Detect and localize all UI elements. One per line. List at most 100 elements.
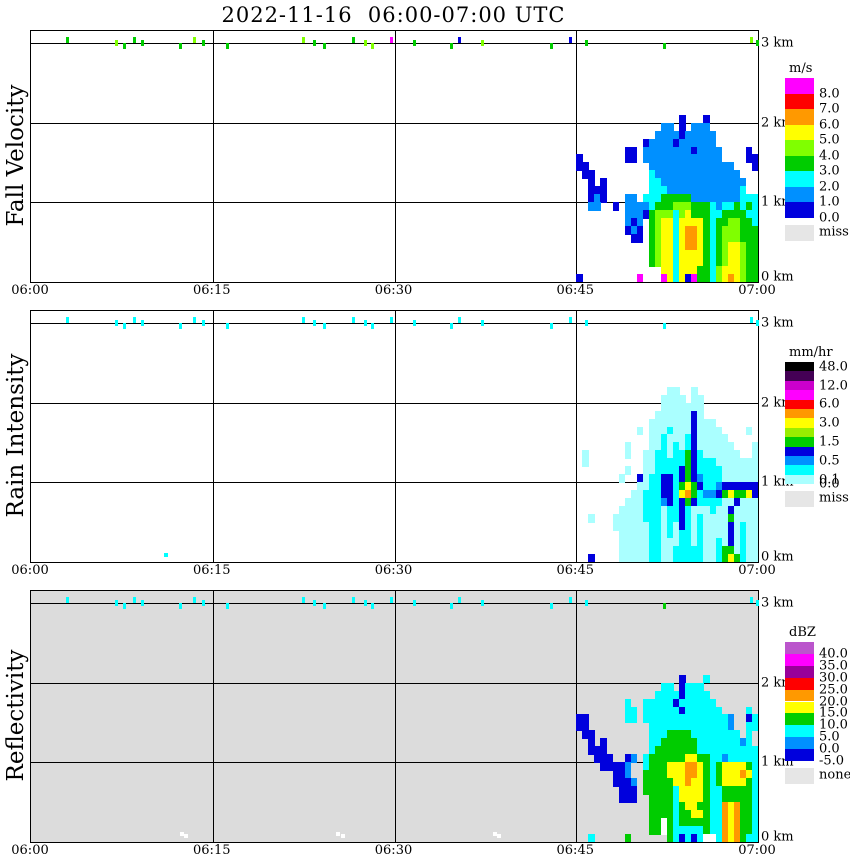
noise-tick bbox=[123, 322, 127, 329]
heatmap-cell bbox=[667, 154, 674, 163]
colorbar-value-label: 0.0 bbox=[819, 476, 840, 492]
heatmap-cell bbox=[624, 778, 632, 787]
heatmap-cell bbox=[679, 682, 686, 692]
heatmap-cell bbox=[667, 442, 674, 451]
heatmap-cell bbox=[739, 178, 747, 187]
heatmap-cell bbox=[715, 202, 723, 211]
heatmap-cell bbox=[709, 554, 717, 563]
gridline-vertical bbox=[212, 311, 214, 562]
heatmap-cell bbox=[661, 426, 668, 435]
panel-reflectivity: Reflectivity dBZ 06:00 06:15 06:30 06:45 07:… bbox=[0, 590, 850, 868]
heatmap-cell bbox=[715, 458, 723, 467]
noise-tick bbox=[201, 39, 205, 46]
heatmap-cell bbox=[661, 706, 668, 715]
heatmap-cell bbox=[685, 474, 692, 483]
heatmap-cell bbox=[642, 762, 650, 771]
heatmap-cell bbox=[648, 746, 656, 755]
heatmap-cell bbox=[673, 794, 680, 803]
colorbar-value-label: 5.0 bbox=[819, 729, 840, 745]
heatmap-cell bbox=[655, 554, 662, 563]
heatmap-cell bbox=[661, 522, 668, 531]
heatmap-cell bbox=[630, 194, 638, 203]
heatmap-cell bbox=[721, 714, 729, 723]
heatmap-cell bbox=[733, 226, 741, 235]
heatmap-cell bbox=[751, 530, 759, 539]
heatmap-cell bbox=[739, 458, 747, 467]
heatmap-cell bbox=[745, 266, 753, 275]
colorbar-cell bbox=[785, 362, 814, 372]
x-axis-tick-label: 06:45 bbox=[556, 563, 594, 578]
heatmap-cell bbox=[667, 810, 674, 819]
heatmap-cell bbox=[733, 194, 741, 203]
x-axis-tick-label: 06:15 bbox=[193, 843, 231, 858]
heatmap-cell bbox=[697, 722, 704, 731]
heatmap-cell bbox=[679, 154, 686, 163]
colorbar-cell bbox=[785, 749, 814, 761]
heatmap-cell bbox=[673, 154, 680, 163]
heatmap-cell bbox=[582, 458, 589, 467]
heatmap-cell bbox=[642, 458, 650, 467]
heatmap-cell bbox=[655, 138, 662, 147]
heatmap-cell bbox=[709, 546, 717, 555]
heatmap-cell bbox=[691, 778, 698, 787]
heatmap-cell bbox=[697, 402, 704, 412]
heatmap-cell bbox=[721, 194, 729, 203]
heatmap-cell bbox=[697, 538, 704, 547]
heatmap-cell bbox=[655, 714, 662, 723]
heatmap-cell bbox=[642, 138, 650, 147]
heatmap-cell bbox=[733, 210, 741, 219]
heatmap-cell bbox=[727, 770, 735, 779]
heatmap-cell bbox=[691, 466, 698, 475]
heatmap-cell bbox=[739, 210, 747, 219]
heatmap-cell bbox=[661, 730, 668, 739]
heatmap-cell bbox=[655, 258, 662, 267]
heatmap-cell bbox=[703, 186, 711, 195]
colorbar-value-label: 40.0 bbox=[819, 646, 848, 662]
heatmap-cell bbox=[739, 746, 747, 755]
heatmap-cell bbox=[624, 834, 632, 843]
colorbar-cell bbox=[785, 155, 814, 171]
heatmap-cell bbox=[751, 154, 759, 163]
heatmap-cell bbox=[721, 434, 729, 443]
heatmap-cell bbox=[673, 834, 680, 843]
heatmap-cell bbox=[697, 698, 704, 707]
heatmap-cell bbox=[721, 482, 729, 491]
heatmap-cell bbox=[727, 498, 735, 507]
colorbar-cell bbox=[785, 642, 814, 654]
heatmap-cell bbox=[685, 178, 692, 187]
heatmap-cell bbox=[691, 506, 698, 515]
heatmap-cell bbox=[745, 546, 753, 555]
heatmap-cell bbox=[685, 258, 692, 267]
x-axis-tick-label: 06:45 bbox=[556, 843, 594, 858]
y-axis-tick-label: 0 km bbox=[761, 269, 794, 285]
heatmap-cell bbox=[661, 698, 668, 707]
y-axis-tick-label: 0 km bbox=[761, 549, 794, 565]
heatmap-cell bbox=[685, 202, 692, 211]
heatmap-cell bbox=[667, 410, 674, 420]
heatmap-cell bbox=[727, 474, 735, 483]
heatmap-cell bbox=[733, 730, 741, 739]
heatmap-cell bbox=[739, 274, 747, 283]
heatmap-cell bbox=[648, 162, 656, 171]
heatmap-cell bbox=[691, 746, 698, 755]
heatmap-cell bbox=[673, 698, 680, 707]
heatmap-cell bbox=[697, 522, 704, 531]
heatmap-cell bbox=[648, 722, 656, 731]
heatmap-cell bbox=[751, 506, 759, 515]
noise-tick bbox=[457, 596, 461, 603]
heatmap-cell bbox=[667, 714, 674, 723]
heatmap-cell bbox=[661, 466, 668, 475]
heatmap-cell bbox=[715, 522, 723, 531]
panel-rain-intensity: Rain Intensity mm/hr 06:00 06:15 06:30 06:4… bbox=[0, 310, 850, 610]
heatmap-cell bbox=[648, 226, 656, 235]
colorbar-missing-label: miss bbox=[819, 490, 849, 506]
heatmap-cell bbox=[679, 178, 686, 187]
heatmap-cell bbox=[733, 466, 741, 475]
heatmap-cell bbox=[673, 530, 680, 539]
heatmap-cell bbox=[673, 522, 680, 531]
heatmap-cell bbox=[624, 194, 632, 203]
plot-reflectivity bbox=[30, 590, 759, 843]
heatmap-cell bbox=[582, 170, 589, 179]
heatmap-cell bbox=[667, 466, 674, 475]
heatmap-cell bbox=[624, 794, 632, 803]
